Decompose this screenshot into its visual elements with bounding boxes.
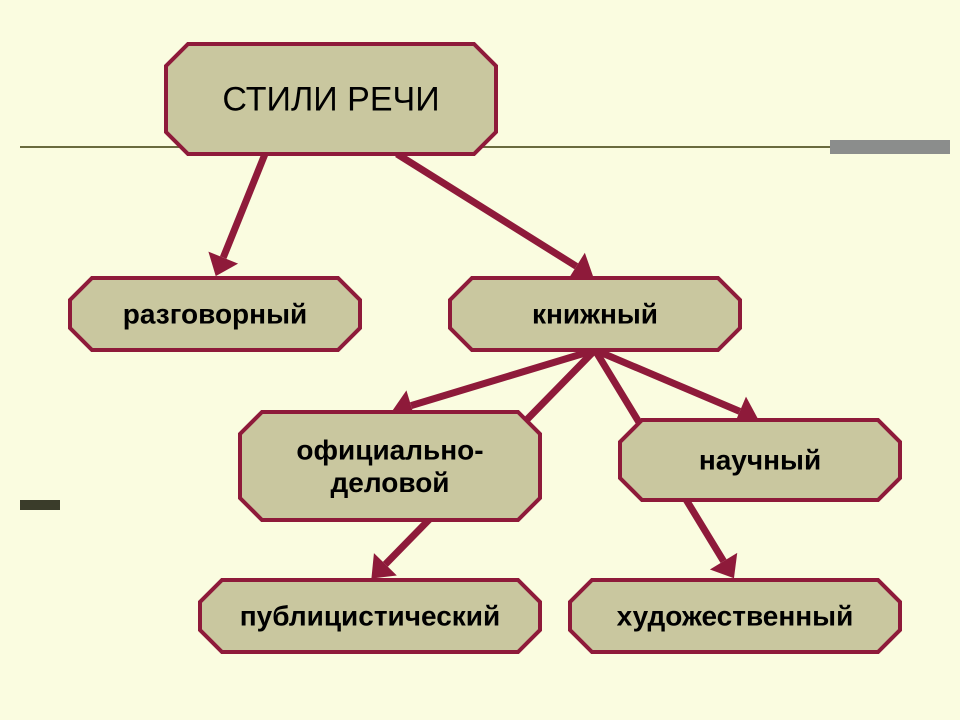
node-knizhny: книжный (450, 278, 740, 350)
node-official: официально-деловой (240, 412, 540, 520)
node-nauchny: научный (620, 420, 900, 500)
node-label: разговорный (123, 299, 307, 330)
underline-accent (830, 140, 950, 154)
node-razgovorny: разговорный (70, 278, 360, 350)
diagram-stage: СТИЛИ РЕЧИ разговорный книжный официально-д… (0, 0, 960, 720)
left-marker (20, 500, 60, 510)
node-label: публицистический (240, 601, 500, 632)
node-root: СТИЛИ РЕЧИ (166, 44, 496, 154)
node-publicist: публицистический (200, 580, 540, 652)
diagram-svg: СТИЛИ РЕЧИ разговорный книжный официально-д… (0, 0, 960, 720)
node-label: СТИЛИ РЕЧИ (222, 81, 439, 119)
node-label: художественный (617, 601, 854, 632)
node-label: научный (699, 445, 821, 476)
node-label: книжный (532, 299, 658, 330)
node-hudozh: художественный (570, 580, 900, 652)
